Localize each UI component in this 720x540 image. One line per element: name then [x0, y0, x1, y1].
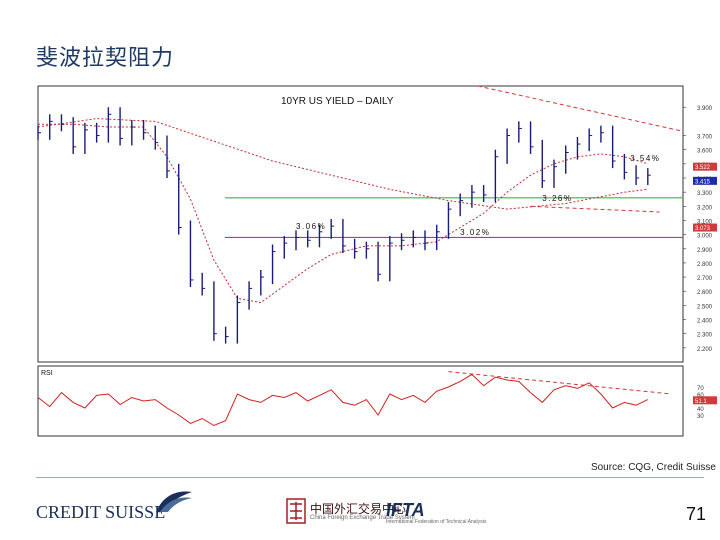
y-tick-label: 3.600	[697, 149, 713, 155]
y-tick-label: 3.000	[697, 234, 713, 240]
y-tick-label: 2.300	[697, 333, 713, 339]
level-annotation: 3.26%	[542, 194, 572, 203]
price-tag-label: 3.415	[695, 179, 711, 185]
cfets-chinese-name: 中国外汇交易中心	[310, 502, 407, 516]
level-annotation: 3.54%	[630, 154, 660, 163]
price-tag-label: 3.522	[695, 165, 711, 171]
ifta-logo: IFTA International Federation of Technic…	[386, 498, 487, 528]
cfets-logo: 中国外汇交易中心 China Foreign Exchange Trade Sy…	[286, 498, 415, 528]
y-tick-label: 2.400	[697, 319, 713, 325]
y-tick-label: 3.900	[697, 106, 713, 112]
level-annotation: 3.06%	[296, 222, 326, 231]
price-panel-title: 10YR US YIELD – DAILY	[281, 96, 394, 107]
rsi-y-tick-label: 40	[697, 407, 704, 413]
credit-suisse-wordmark: CREDIT SUISSE	[36, 502, 166, 522]
moving-average-line	[38, 123, 648, 304]
y-tick-label: 3.100	[697, 219, 713, 225]
y-tick-label: 3.300	[697, 191, 713, 197]
rsi-price-tag	[693, 396, 717, 405]
credit-suisse-logo: CREDIT SUISSE	[36, 490, 196, 530]
rsi-line	[37, 373, 649, 427]
resistance-trendline	[477, 85, 684, 132]
level-annotation: 3.02%	[460, 228, 490, 237]
rsi-price-tag-label: 51.1	[695, 399, 707, 405]
price-tag	[693, 223, 717, 232]
cfets-english-name: China Foreign Exchange Trade System	[310, 515, 415, 521]
chart-canvas: 10YR US YIELD – DAILY RSI 3.900 3.700 3.600 3…	[37, 85, 717, 437]
source-note: Source: CQG, Credit Suisse	[590, 462, 716, 473]
y-tick-label: 2.600	[697, 290, 713, 296]
y-tick-label: 2.900	[697, 248, 713, 254]
resistance-trendline	[530, 205, 660, 213]
y-tick-label: 3.200	[697, 205, 713, 211]
rsi-panel-title: RSI	[41, 370, 53, 377]
y-tick-label: 2.800	[697, 262, 713, 268]
page-number: 71	[685, 504, 706, 524]
price-tag-label: 3.073	[695, 226, 711, 232]
rsi-y-tick-label: 70	[697, 386, 704, 392]
sail-icon	[156, 491, 192, 512]
cfets-emblem-icon	[286, 498, 306, 524]
yield-chart: 10YR US YIELD – DAILY RSI 3.900 3.700 3.600 3…	[35, 84, 719, 464]
y-tick-label: 2.500	[697, 304, 713, 310]
rsi-y-tick-label: 30	[697, 414, 704, 420]
rsi-y-tick-label: 60	[697, 393, 704, 399]
slide-title: 斐波拉契阻力	[36, 46, 175, 71]
ifta-subtitle: International Federation of Technical An…	[386, 519, 487, 525]
y-tick-label: 2.700	[697, 276, 713, 282]
y-tick-label: 3.700	[697, 135, 713, 141]
rsi-resistance-trendline	[448, 371, 672, 395]
price-tag	[693, 162, 717, 171]
price-tag	[693, 176, 717, 185]
footer-divider	[36, 477, 704, 478]
moving-average-line	[37, 118, 648, 210]
rsi-panel-frame	[37, 365, 684, 437]
price-panel-frame	[37, 85, 684, 363]
y-tick-label: 2.200	[697, 347, 713, 353]
ifta-wordmark: IFTA	[386, 500, 425, 520]
